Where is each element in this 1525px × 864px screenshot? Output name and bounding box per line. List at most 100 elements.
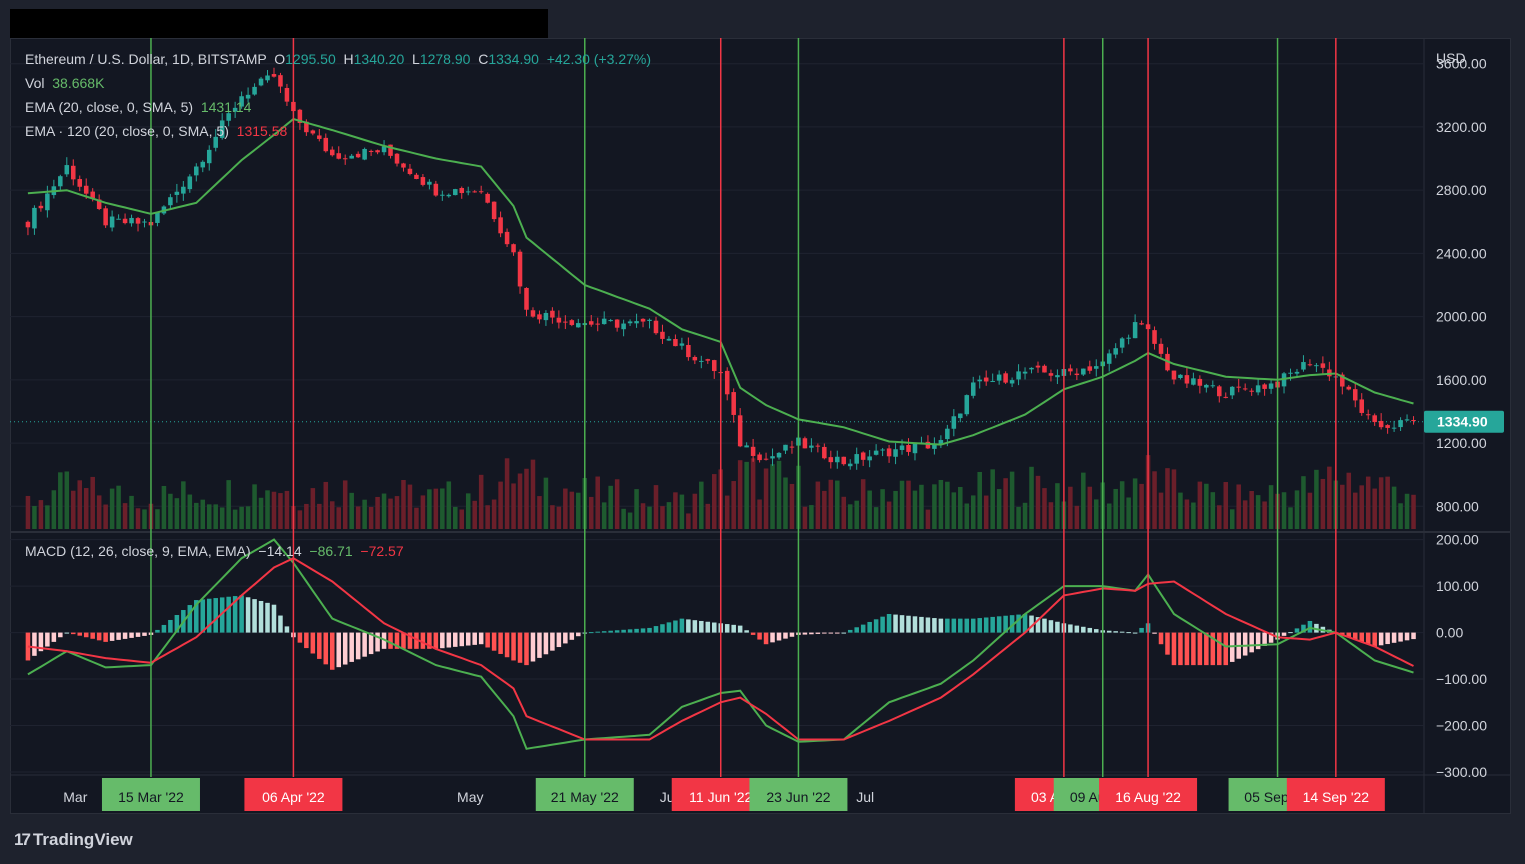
volume-bar <box>1165 468 1170 529</box>
volume-bar <box>200 499 206 529</box>
macd-hist-bar <box>841 632 847 634</box>
macd-hist-bar <box>194 600 199 633</box>
macd-hist-bar <box>271 604 277 633</box>
macd-hist-bar <box>96 632 102 641</box>
volume-bar <box>958 486 963 529</box>
candle-body <box>1113 348 1118 355</box>
macd-hist-bar <box>1210 632 1216 666</box>
signal-lines <box>150 38 1337 777</box>
volume-bar <box>1022 502 1028 529</box>
price-axis-unit: USD <box>1436 50 1466 66</box>
volume-bar <box>1249 490 1254 529</box>
candle-body <box>375 150 380 153</box>
volume-bar <box>653 485 659 529</box>
volume-bar <box>472 500 477 529</box>
candle-body <box>653 320 659 334</box>
macd-hist-bar <box>1346 632 1352 638</box>
macd-hist-bar <box>504 632 510 658</box>
macd-hist-bar <box>1411 632 1416 640</box>
candle-body <box>1223 396 1229 398</box>
macd-hist-bar <box>919 616 924 633</box>
price-tick-label: 2400.00 <box>1436 245 1487 261</box>
macd-tick-label: −200.00 <box>1436 718 1487 734</box>
candle-body <box>789 446 795 448</box>
macd-hist-bar <box>362 632 367 657</box>
macd-hist-bar <box>472 632 477 645</box>
macd-hist-bar <box>983 617 989 633</box>
chart-frame <box>10 38 1511 814</box>
macd-hist-bar <box>951 618 957 633</box>
macd-hist-bar <box>407 632 413 649</box>
macd-hist-bar <box>1184 632 1190 666</box>
macd-hist-bar <box>485 632 490 648</box>
sell-signal-tag <box>244 778 343 811</box>
volume-bar <box>284 490 290 529</box>
candle-body <box>912 443 918 454</box>
candle-body <box>472 191 477 193</box>
volume-bar <box>1262 501 1267 529</box>
volume-bar <box>1314 469 1319 529</box>
candle-body <box>1139 323 1144 325</box>
macd-hist-bar <box>1029 615 1034 633</box>
macd-hist-bar <box>809 632 814 635</box>
candle-body <box>129 217 134 224</box>
macd-hist-bar <box>200 599 206 633</box>
candle-body <box>1307 364 1313 366</box>
ema20-legend[interactable]: EMA (20, close, 0, SMA, 5) 1431.14 <box>25 99 251 115</box>
macd-hist-bar <box>1249 632 1254 653</box>
macd-hist-bar <box>1378 632 1384 646</box>
volume-bar <box>867 490 872 529</box>
macd-hist-bar <box>284 626 290 633</box>
macd-hist-bar <box>880 616 885 633</box>
volume-bar <box>1035 475 1041 529</box>
macd-hist-bar <box>595 631 600 633</box>
macd-tick-label: −100.00 <box>1436 671 1487 687</box>
macd-hist-bar <box>1042 618 1047 633</box>
volume-bar <box>32 506 37 529</box>
candle-body <box>1178 374 1183 378</box>
volume-bar <box>1191 502 1196 529</box>
volume-bar <box>498 481 503 529</box>
brand-name: TradingView <box>32 830 133 849</box>
volume-bar <box>258 497 264 529</box>
candle-body <box>860 452 866 460</box>
symbol-legend[interactable]: Ethereum / U.S. Dollar, 1D, BITSTAMP O12… <box>25 51 651 67</box>
volume-bar <box>556 506 562 529</box>
macd-hist-bar <box>1372 632 1377 647</box>
candle-body <box>1242 388 1248 390</box>
macd-hist-bar <box>1158 632 1164 645</box>
macd-hist-bar <box>1178 632 1183 666</box>
volume-bar <box>588 496 594 529</box>
volume-bar <box>576 492 581 529</box>
macd-hist-bar <box>1009 615 1015 633</box>
macd-hist-bar <box>401 632 406 649</box>
macd-hist-bar <box>420 632 426 649</box>
candle-body <box>1301 362 1306 370</box>
volume-bar <box>213 504 218 529</box>
macd-hist-bar <box>342 632 348 665</box>
volume-bar <box>342 480 348 529</box>
volume-legend[interactable]: Vol 38.668K <box>25 75 104 91</box>
macd-hist-bar <box>614 630 620 633</box>
volume-bar <box>537 496 542 529</box>
candle-body <box>329 149 335 156</box>
candle-body <box>310 130 316 134</box>
volume-bar <box>1359 485 1364 529</box>
tradingview-logo[interactable]: 17 TradingView <box>14 830 133 850</box>
volume-bar <box>899 480 905 529</box>
candle-body <box>342 158 348 160</box>
candle-body <box>776 452 782 458</box>
candle-body <box>498 217 503 234</box>
volume-bar <box>90 476 95 529</box>
macd-hist-bar <box>1152 632 1157 634</box>
ema120-legend[interactable]: EMA · 120 (20, close, 0, SMA, 5) 1315.58 <box>25 123 287 139</box>
macd-legend[interactable]: MACD (12, 26, close, 9, EMA, EMA) −14.14… <box>25 543 404 559</box>
volume-bar <box>25 495 31 529</box>
volume-bar <box>278 493 283 529</box>
macd-hist-bar <box>1171 632 1177 666</box>
candle-body <box>1094 366 1099 369</box>
candle-body <box>1042 365 1047 373</box>
candle-body <box>692 356 698 361</box>
volume-bar <box>990 469 995 529</box>
